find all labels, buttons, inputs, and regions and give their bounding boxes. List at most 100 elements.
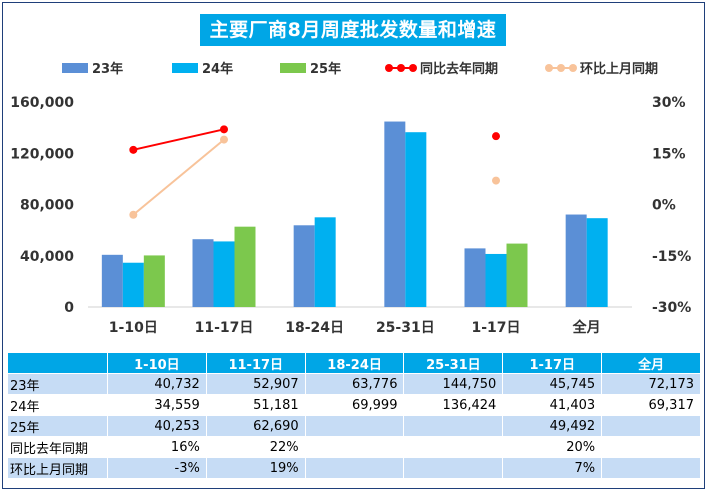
line-point-同比去年同期: [220, 125, 228, 134]
table-row: 23年 40,732 52,907 63,776 144,750 45,745 72,173: [7, 373, 701, 395]
table-header-cell: [7, 352, 108, 374]
bar-24年: [314, 217, 336, 307]
row-label: 环比上月同期: [7, 457, 108, 479]
legend-marker: [397, 64, 405, 72]
bar-23年: [293, 225, 315, 307]
chart-lines: [129, 125, 500, 219]
legend-label: 25年: [310, 61, 341, 77]
chart-title: 主要厂商8月周度批发数量和增速: [200, 14, 506, 46]
y2-tick-label: -30%: [652, 300, 691, 316]
bar-24年: [122, 262, 144, 307]
table-cell: 40,253: [107, 415, 207, 437]
row-label: 24年: [7, 394, 108, 416]
chart-svg: 23年 24年 25年 同比去年同期 环比上月同期 0 40,000 80,000 120,0…: [10, 61, 691, 336]
bar-25年: [506, 243, 528, 307]
line-segment-环比上月同期: [132, 138, 225, 216]
table-header-row: 1-10日 11-17日 18-24日 25-31日 1-17日 全月: [7, 352, 701, 374]
legend-label: 同比去年同期: [420, 61, 498, 77]
bar-23年: [384, 121, 406, 307]
bar-25年: [143, 255, 165, 307]
table-cell: [601, 436, 701, 458]
legend-swatch: [62, 63, 88, 73]
bar-24年: [213, 241, 235, 307]
table-cell: 63,776: [304, 373, 405, 395]
table-cell: 72,173: [601, 373, 701, 395]
table-cell: 45,745: [502, 373, 603, 395]
table-cell: 40,732: [107, 373, 207, 395]
table-cell: 69,317: [601, 394, 701, 416]
bar-24年: [485, 253, 507, 307]
y-tick-label: 40,000: [20, 249, 74, 265]
y2-tick-label: 30%: [652, 95, 686, 111]
y-tick-label: 160,000: [10, 95, 74, 111]
line-point-同比去年同期: [492, 132, 500, 141]
legend-swatch: [172, 63, 198, 73]
table-cell: 136,424: [403, 394, 504, 416]
bar-23年: [101, 254, 123, 307]
legend-marker: [385, 64, 393, 72]
table-cell: [304, 436, 405, 458]
bar-25年: [234, 226, 256, 307]
table-cell: 20%: [502, 436, 603, 458]
chart-bars: [101, 121, 608, 307]
table-cell: [403, 415, 504, 437]
legend-marker: [545, 64, 553, 72]
table-cell: 144,750: [403, 373, 504, 395]
table-row: 环比上月同期 -3% 19% 7%: [7, 457, 701, 479]
table-cell: 7%: [502, 457, 603, 479]
bar-23年: [192, 239, 214, 307]
data-table: 1-10日 11-17日 18-24日 25-31日 1-17日 全月 23年 40,732…: [7, 352, 701, 479]
x-tick-label: 1-10日: [109, 320, 158, 336]
line-segment-同比去年同期: [133, 128, 225, 151]
table-row: 同比去年同期 16% 22% 20%: [7, 436, 701, 458]
x-tick-label: 25-31日: [376, 320, 435, 336]
chart-legend: 23年 24年 25年 同比去年同期 环比上月同期: [62, 61, 658, 77]
table-cell: 22%: [205, 436, 306, 458]
row-label: 同比去年同期: [7, 436, 108, 458]
table-cell: [601, 415, 701, 437]
x-tick-label: 11-17日: [195, 320, 254, 336]
table-cell: [403, 457, 504, 479]
line-point-同比去年同期: [129, 145, 138, 154]
row-label: 23年: [7, 373, 108, 395]
table-header-cell: 1-10日: [107, 352, 207, 374]
table-row: 25年 40,253 62,690 49,492: [7, 415, 701, 437]
table-header-cell: 25-31日: [403, 352, 504, 374]
legend-marker: [557, 64, 565, 72]
table-row: 24年 34,559 51,181 69,999 136,424 41,403 69,317: [7, 394, 701, 416]
table-cell: 19%: [205, 457, 306, 479]
chart-frame: [2, 2, 705, 489]
y2-tick-label: -15%: [652, 249, 691, 265]
bar-24年: [405, 132, 427, 307]
table-cell: [304, 415, 405, 437]
table-cell: -3%: [107, 457, 207, 479]
line-point-环比上月同期: [220, 135, 228, 144]
y-tick-label: 120,000: [10, 146, 74, 162]
table-header-cell: 11-17日: [205, 352, 306, 374]
legend-label: 24年: [202, 61, 233, 77]
legend-label: 环比上月同期: [580, 61, 658, 77]
table-cell: 51,181: [205, 394, 306, 416]
table-header-cell: 全月: [601, 352, 701, 374]
table-cell: 34,559: [107, 394, 207, 416]
table-cell: 41,403: [502, 394, 603, 416]
legend-marker: [409, 64, 417, 72]
table-cell: [304, 457, 405, 479]
table-header-cell: 18-24日: [304, 352, 405, 374]
table-cell: 16%: [107, 436, 207, 458]
bar-24年: [586, 218, 608, 307]
y-tick-label: 80,000: [20, 198, 74, 214]
chart-axes: 0 40,000 80,000 120,000 160,000 -30% -15% 0% 15%…: [10, 95, 691, 336]
line-point-环比上月同期: [129, 210, 138, 219]
table-cell: 62,690: [205, 415, 306, 437]
table-cell: 69,999: [304, 394, 405, 416]
table-cell: 52,907: [205, 373, 306, 395]
table-cell: [601, 457, 701, 479]
x-tick-label: 1-17日: [471, 320, 520, 336]
legend-swatch: [280, 63, 306, 73]
y2-tick-label: 15%: [652, 146, 686, 162]
row-label: 25年: [7, 415, 108, 437]
legend-marker: [569, 64, 577, 72]
x-tick-label: 全月: [572, 319, 601, 336]
legend-label: 23年: [92, 61, 123, 77]
